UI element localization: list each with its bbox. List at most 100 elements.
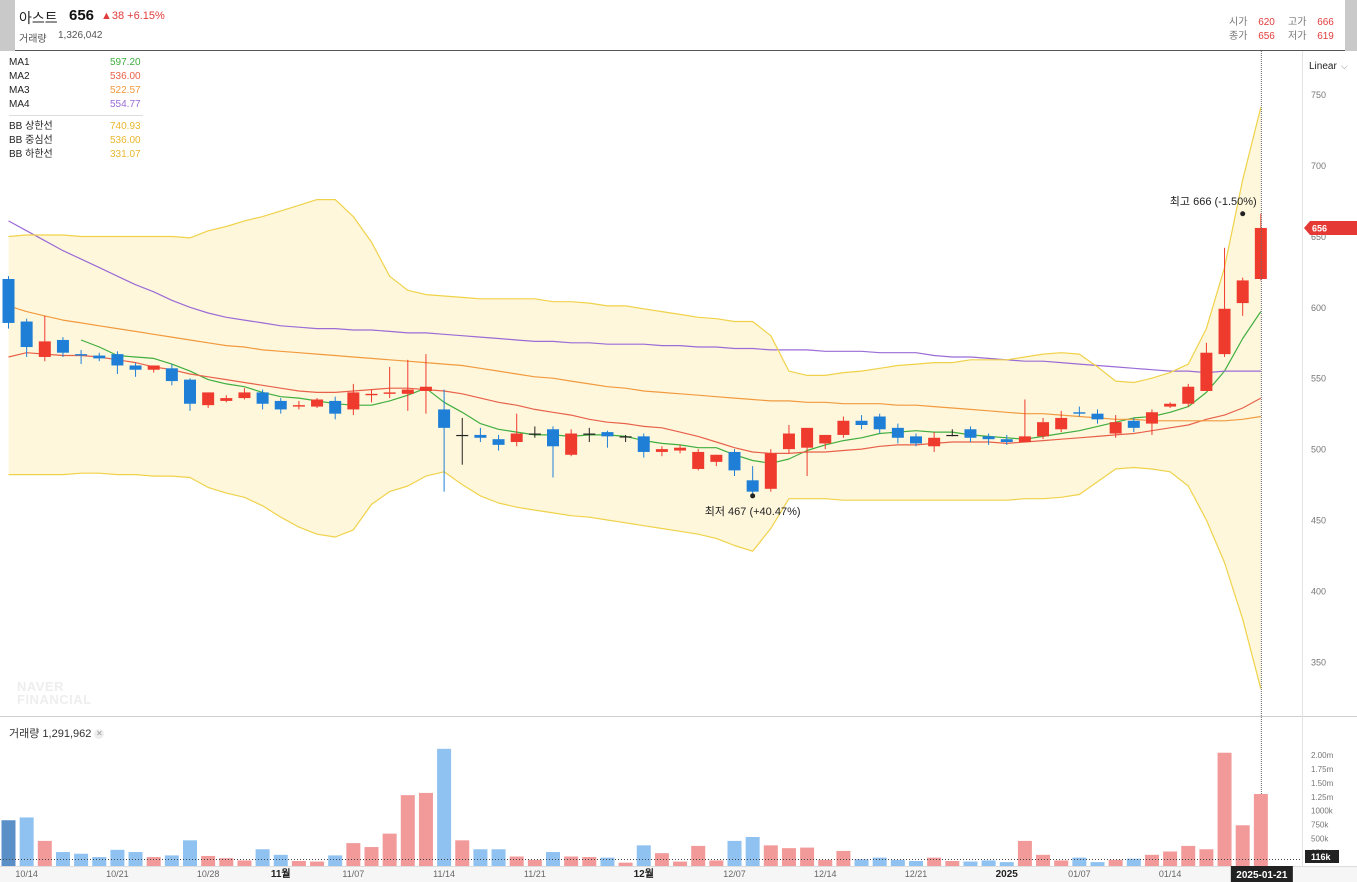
candle-body [329, 400, 342, 414]
legend-bb-upper[interactable]: BB 상한선 740.93 [9, 120, 145, 134]
bollinger-band-fill [8, 107, 1261, 689]
x-tick-label: 11/07 [342, 869, 364, 879]
volume-bar [1036, 854, 1051, 866]
candle-body [1182, 386, 1195, 404]
candle-body [764, 453, 777, 489]
volume-bar [1108, 859, 1123, 866]
close-price: 종가 656 [1229, 27, 1275, 42]
candle-body [946, 434, 959, 437]
candle-body [383, 392, 396, 394]
volume-bar [945, 860, 960, 866]
volume-tick-label: 500k [1311, 835, 1329, 844]
high-label: 고가 [1288, 17, 1307, 28]
moving-average-line [80, 311, 1262, 464]
candle-body [438, 409, 451, 428]
legend-name: BB 중심선 [9, 135, 53, 146]
volume-bar [400, 795, 415, 866]
legend-bb-lower[interactable]: BB 하한선 331.07 [9, 148, 145, 162]
volume-bar [564, 856, 579, 866]
legend-value: 536.00 [110, 135, 141, 146]
candle-body [583, 433, 596, 435]
volume-bar [800, 847, 815, 866]
x-tick-label: 01/07 [1068, 869, 1091, 879]
volume-bar [691, 845, 706, 866]
volume-value: 1,326,042 [58, 30, 103, 41]
volume-bar [364, 847, 379, 866]
left-frame [0, 15, 15, 51]
moving-average-line [8, 220, 1261, 374]
candle-body [274, 400, 287, 410]
scale-mode-label: Linear [1309, 61, 1337, 72]
legend-ma4[interactable]: MA4 554.77 [9, 98, 145, 112]
volume-bar [727, 840, 742, 866]
volume-bar [981, 860, 996, 866]
x-tick-label: 10/28 [197, 869, 220, 879]
volume-bar [1144, 854, 1159, 866]
y-tick-label: 600 [1311, 303, 1326, 313]
volume-tick-label: 750k [1311, 821, 1329, 830]
date-tag-bg [1230, 866, 1293, 882]
volume-bar [310, 861, 325, 866]
candle-body [873, 416, 886, 430]
legend-name: MA4 [9, 99, 30, 110]
chevron-down-icon: ⌵ [1340, 61, 1348, 71]
low-label: 저가 [1288, 31, 1307, 42]
legend-name: MA1 [9, 57, 30, 68]
candle-body [1145, 412, 1158, 424]
y-tick-label: 550 [1311, 374, 1326, 384]
stock-change: ▲38 +6.15% [101, 10, 165, 22]
x-tick-label: 10/21 [106, 869, 129, 879]
y-tick-label: 350 [1311, 657, 1326, 667]
close-label: 종가 [1229, 31, 1248, 42]
candle-body [728, 451, 741, 471]
y-tick-label: 650 [1311, 232, 1326, 242]
legend-bb-middle[interactable]: BB 중심선 536.00 [9, 134, 145, 148]
candle-body [837, 420, 850, 435]
volume-bar [745, 836, 760, 866]
candle-body [637, 436, 650, 452]
candle-body [1000, 439, 1013, 443]
candle-body [147, 365, 160, 370]
candle-body [891, 427, 904, 438]
legend-ma2[interactable]: MA2 536.00 [9, 70, 145, 84]
legend-name: MA3 [9, 85, 30, 96]
candle-body [1200, 352, 1213, 391]
close-value: 656 [1258, 31, 1275, 42]
volume-bar [255, 849, 270, 866]
volume-bar [291, 860, 306, 866]
candle-body [928, 437, 941, 447]
indicator-legend: MA1 597.20 MA2 536.00 MA3 522.57 MA4 554.77 … [9, 56, 145, 162]
volume-bar [527, 859, 542, 866]
candle-body [964, 429, 977, 438]
candle-body [1018, 436, 1031, 443]
naver-financial-logo: NAVER FINANCIAL [17, 680, 92, 706]
x-tick-label: 11월 [271, 868, 291, 880]
candle-body [401, 389, 414, 394]
volume-bar [183, 840, 197, 866]
y-tick-label: 700 [1311, 161, 1326, 171]
current-date-label: 2025-01-21 [1236, 870, 1288, 881]
candle-body [419, 386, 432, 391]
volume-bar [346, 843, 361, 866]
x-tick-label: 12/21 [905, 869, 928, 879]
volume-bar [382, 833, 397, 866]
volume-bar [600, 857, 615, 866]
candle-body [456, 434, 469, 437]
candle-body [528, 433, 541, 435]
candle-body [855, 420, 868, 426]
candle-body [56, 339, 69, 353]
scale-mode-button[interactable]: Linear ⌵ [1309, 61, 1348, 72]
open-label: 시가 [1229, 17, 1248, 28]
volume-bar [1217, 752, 1232, 866]
legend-ma3[interactable]: MA3 522.57 [9, 84, 145, 98]
candle-body [910, 436, 922, 444]
close-icon[interactable]: ✕ [94, 729, 105, 739]
volume-bar [219, 858, 234, 866]
legend-ma1[interactable]: MA1 597.20 [9, 56, 145, 70]
candle-body [1037, 422, 1050, 437]
bollinger-line [8, 466, 1262, 689]
open-price: 시가 620 [1229, 13, 1275, 28]
volume-bar [836, 850, 851, 866]
